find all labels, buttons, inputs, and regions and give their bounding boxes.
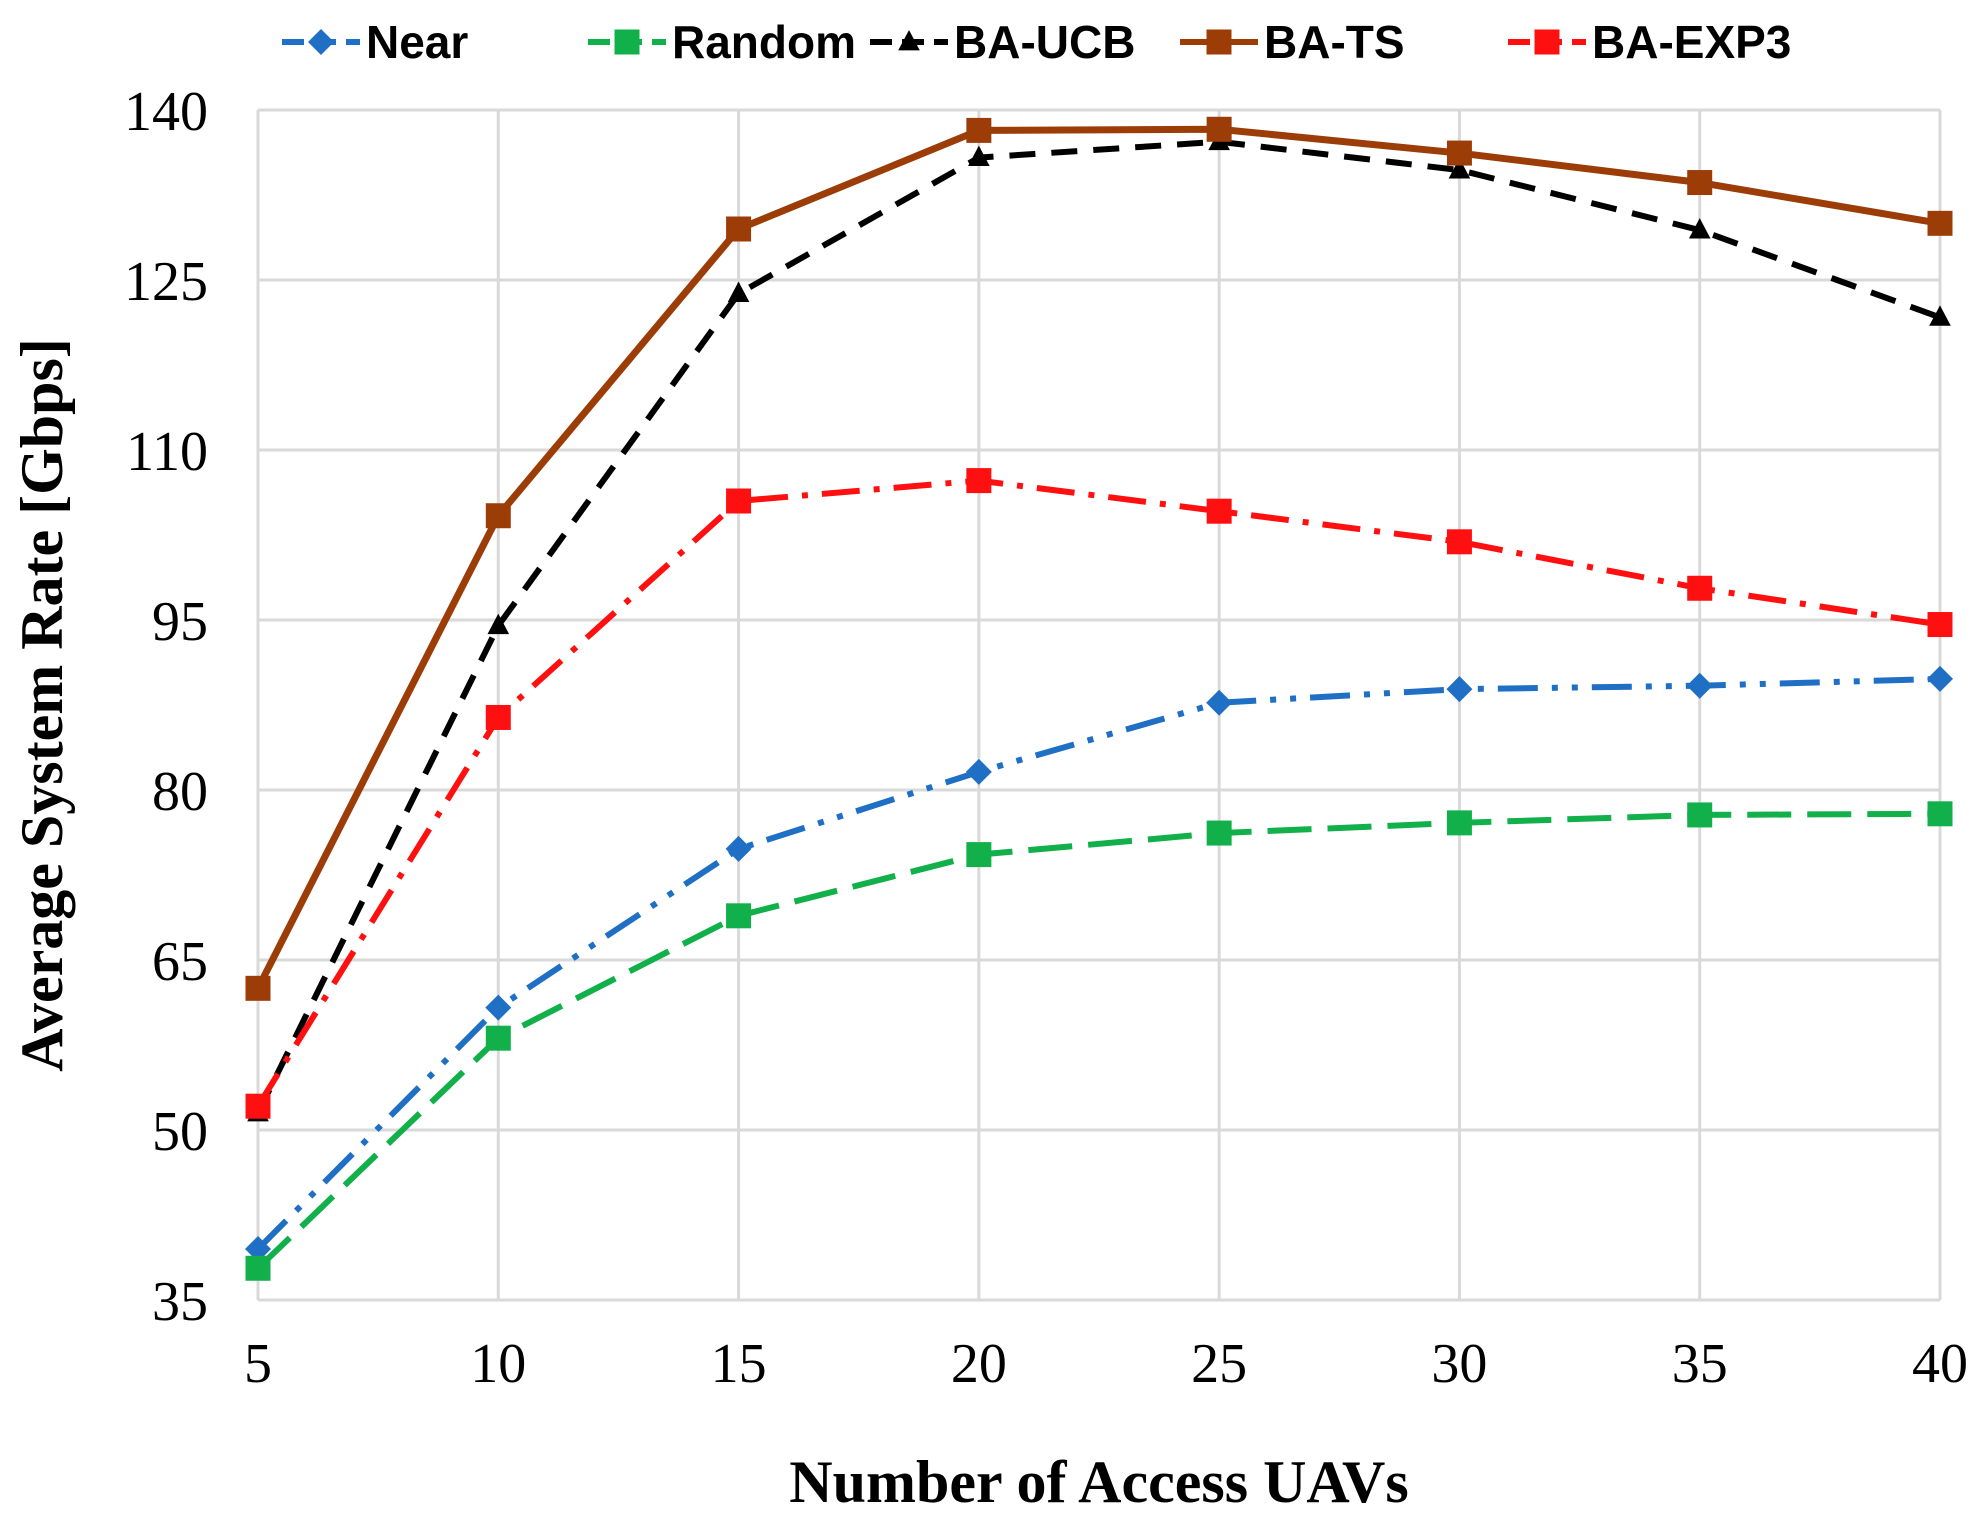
data-point-ba-exp3 bbox=[726, 488, 752, 514]
legend-label: Near bbox=[366, 16, 468, 68]
x-axis-title: Number of Access UAVs bbox=[789, 1449, 1408, 1515]
data-point-ba-ts bbox=[1446, 140, 1472, 166]
legend-item-ba-ts: BA-TS bbox=[1180, 16, 1405, 68]
data-point-ba-exp3 bbox=[1206, 498, 1232, 524]
series-line-ba-exp3 bbox=[255, 477, 1941, 1108]
series-line-near bbox=[255, 675, 1941, 1252]
data-point-near bbox=[1686, 672, 1713, 699]
data-point-ba-ucb bbox=[487, 613, 510, 635]
x-tick-label: 20 bbox=[951, 1333, 1007, 1395]
data-point-near bbox=[1446, 676, 1473, 703]
legend-label: BA-UCB bbox=[954, 16, 1135, 68]
data-point-ba-ucb bbox=[727, 281, 750, 302]
y-tick-label: 65 bbox=[152, 931, 208, 993]
legend-marker-ba-ucb bbox=[898, 30, 920, 51]
legend: Near Random BA-UCB BA-TS BA-EXP3 bbox=[282, 16, 1791, 68]
data-point-near bbox=[1927, 665, 1953, 692]
data-point-ba-ucb bbox=[1448, 158, 1471, 179]
x-tick-label: 30 bbox=[1431, 1333, 1487, 1395]
legend-marker-ba-ts bbox=[1206, 29, 1232, 55]
y-tick-label: 35 bbox=[152, 1271, 208, 1333]
data-point-ba-ucb bbox=[1929, 305, 1951, 326]
data-point-random bbox=[1927, 801, 1953, 827]
data-point-ba-ts bbox=[1206, 116, 1232, 142]
data-point-ba-ts bbox=[966, 117, 992, 143]
legend-marker-near bbox=[308, 29, 334, 55]
tick-labels: 5 10 15 20 25 30 35 40 35 50 65 80 95 110 125 140 bbox=[124, 81, 1968, 1395]
series-line-ba-ts bbox=[254, 125, 1941, 990]
x-tick-label: 40 bbox=[1912, 1333, 1968, 1395]
data-point-random bbox=[1206, 820, 1232, 846]
x-tick-label: 35 bbox=[1672, 1333, 1728, 1395]
data-point-random bbox=[966, 842, 992, 868]
data-point-near bbox=[965, 758, 992, 785]
legend-marker-random bbox=[614, 29, 640, 55]
y-tick-label: 140 bbox=[124, 81, 208, 143]
data-point-ba-exp3 bbox=[966, 468, 992, 494]
data-point-near bbox=[485, 994, 512, 1021]
y-tick-label: 50 bbox=[152, 1101, 208, 1163]
y-tick-label: 125 bbox=[124, 251, 208, 313]
legend-label: BA-TS bbox=[1264, 16, 1405, 68]
legend-item-ba-exp3: BA-EXP3 bbox=[1508, 16, 1791, 68]
data-point-ba-ts bbox=[1927, 210, 1953, 236]
legend-item-near: Near bbox=[282, 16, 468, 68]
data-point-ba-exp3 bbox=[485, 704, 511, 730]
x-tick-label: 5 bbox=[244, 1333, 272, 1395]
series-line-ba-ucb bbox=[255, 138, 1942, 1115]
x-tick-label: 10 bbox=[470, 1333, 526, 1395]
x-tick-label: 25 bbox=[1191, 1333, 1247, 1395]
y-tick-label: 110 bbox=[126, 421, 208, 483]
legend-marker-ba-exp3 bbox=[1534, 29, 1560, 55]
legend-label: Random bbox=[672, 16, 856, 68]
y-tick-label: 95 bbox=[152, 591, 208, 653]
data-point-random bbox=[485, 1025, 511, 1051]
data-point-ba-ucb bbox=[968, 145, 990, 166]
data-point-ba-exp3 bbox=[1687, 575, 1713, 601]
data-point-random bbox=[1687, 802, 1713, 828]
x-tick-label: 15 bbox=[711, 1333, 767, 1395]
data-point-ba-exp3 bbox=[1927, 612, 1953, 638]
data-point-near bbox=[725, 835, 752, 862]
data-point-ba-ts bbox=[1687, 170, 1713, 196]
data-point-random bbox=[1446, 810, 1472, 836]
legend-item-random: Random bbox=[588, 16, 856, 68]
data-point-random bbox=[726, 903, 752, 929]
legend-item-ba-ucb: BA-UCB bbox=[870, 16, 1135, 68]
legend-label: BA-EXP3 bbox=[1592, 16, 1791, 68]
y-axis-title: Average System Rate [Gbps] bbox=[9, 338, 75, 1072]
series-lines bbox=[254, 125, 1942, 1271]
data-point-random bbox=[245, 1255, 271, 1281]
data-point-ba-ts bbox=[726, 216, 752, 242]
data-point-ba-ucb bbox=[1688, 218, 1711, 239]
y-tick-label: 80 bbox=[152, 761, 208, 823]
data-point-ba-ts bbox=[245, 975, 271, 1001]
data-point-ba-ts bbox=[485, 503, 511, 529]
data-point-near bbox=[1206, 689, 1233, 716]
series-line-random bbox=[255, 810, 1941, 1271]
data-point-ba-exp3 bbox=[1446, 529, 1472, 555]
series-markers bbox=[245, 116, 1953, 1281]
data-point-near bbox=[245, 1236, 271, 1262]
data-point-ba-exp3 bbox=[245, 1093, 271, 1119]
